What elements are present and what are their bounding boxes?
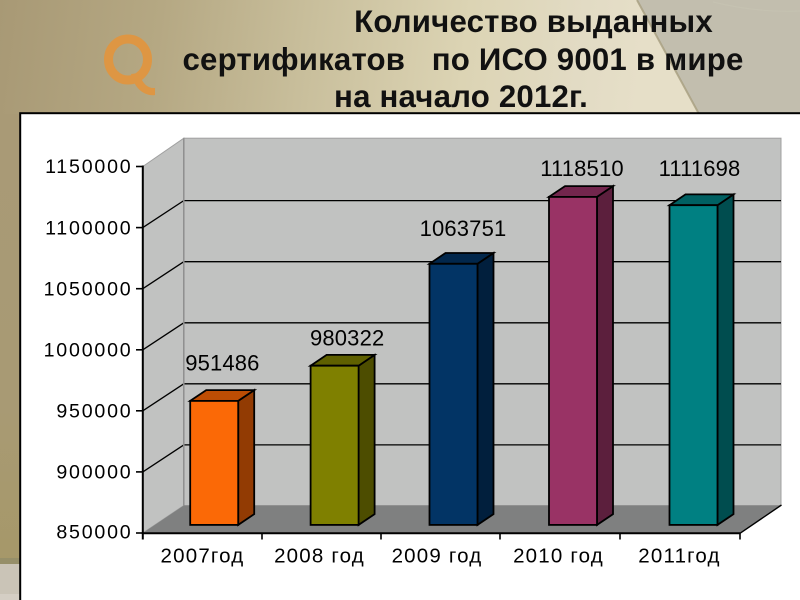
svg-text:2007год: 2007год [161,545,245,568]
svg-text:980322: 980322 [310,326,384,351]
svg-text:1111698: 1111698 [659,156,741,181]
svg-text:1118510: 1118510 [540,156,623,181]
svg-text:1150000: 1150000 [45,156,132,178]
svg-text:1063751: 1063751 [420,216,507,241]
svg-text:951486: 951486 [185,351,259,376]
svg-text:2011год: 2011год [638,545,720,568]
svg-text:950000: 950000 [56,401,132,423]
svg-text:2009 год: 2009 год [392,545,483,568]
svg-text:1100000: 1100000 [45,217,132,239]
svg-text:2008 год: 2008 год [274,545,365,568]
svg-text:900000: 900000 [56,462,132,484]
svg-text:2010 год: 2010 год [513,545,604,568]
svg-text:1050000: 1050000 [44,278,133,300]
svg-text:850000: 850000 [56,522,132,544]
svg-text:1000000: 1000000 [44,340,133,362]
